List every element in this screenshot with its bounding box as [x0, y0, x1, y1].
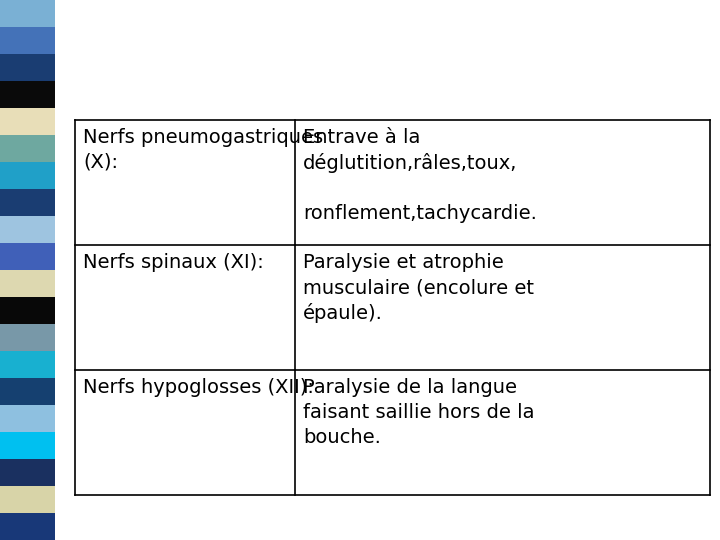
Bar — [0, 243, 55, 270]
Bar — [0, 513, 55, 540]
Text: Nerfs pneumogastriques
(X):: Nerfs pneumogastriques (X): — [83, 128, 323, 172]
Text: Nerfs spinaux (XI):: Nerfs spinaux (XI): — [83, 253, 264, 272]
Bar — [0, 405, 55, 432]
Bar — [0, 297, 55, 324]
Bar — [0, 108, 55, 135]
Text: Nerfs hypoglosses (XII):: Nerfs hypoglosses (XII): — [83, 378, 314, 397]
Bar — [0, 162, 55, 189]
Bar — [0, 216, 55, 243]
Bar — [0, 324, 55, 351]
Text: Paralysie de la langue
faisant saillie hors de la
bouche.: Paralysie de la langue faisant saillie h… — [303, 378, 534, 447]
Bar — [0, 459, 55, 486]
Bar — [0, 270, 55, 297]
Bar — [0, 351, 55, 378]
Text: Paralysie et atrophie
musculaire (encolure et
épaule).: Paralysie et atrophie musculaire (encolu… — [303, 253, 534, 323]
Bar — [0, 0, 55, 27]
Bar — [0, 189, 55, 216]
Bar — [0, 432, 55, 459]
Bar — [0, 54, 55, 81]
Bar — [0, 27, 55, 54]
Bar — [0, 135, 55, 162]
Bar — [0, 378, 55, 405]
Bar — [0, 486, 55, 513]
Bar — [0, 81, 55, 108]
Text: Entrave à la
déglutition,râles,toux,

ronflement,tachycardie.: Entrave à la déglutition,râles,toux, ron… — [303, 128, 537, 224]
